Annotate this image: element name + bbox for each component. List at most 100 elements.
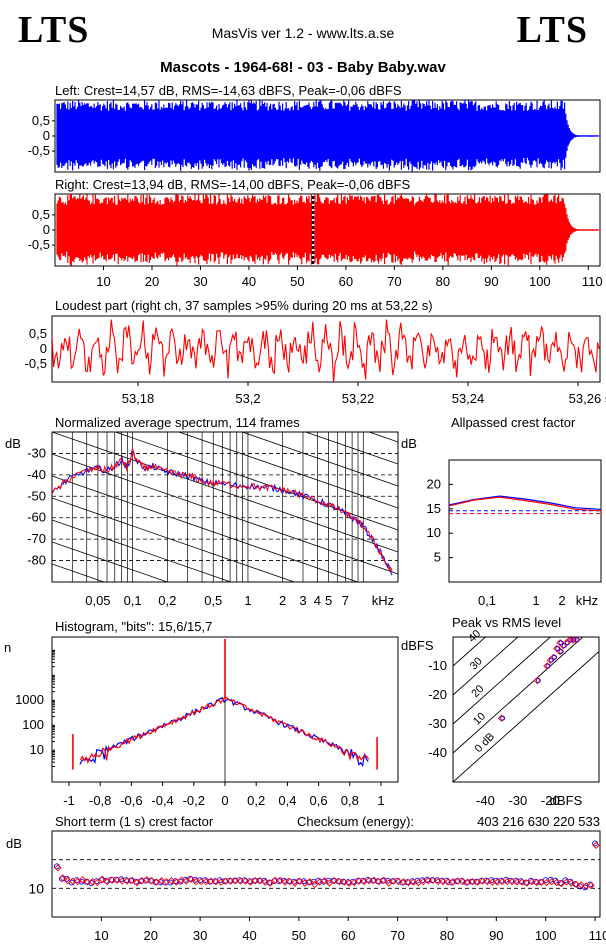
loudest-xtick: 53,18 xyxy=(122,391,155,406)
shortterm-right-point xyxy=(385,879,393,887)
shortterm-right-point xyxy=(567,879,576,887)
peakrms-crest-line xyxy=(453,637,487,667)
shortterm-right-point xyxy=(108,876,116,884)
histogram-ytick: 1000 xyxy=(15,692,44,707)
shortterm-right-point xyxy=(128,876,136,884)
shortterm-right-point xyxy=(340,878,348,886)
peakrms-title: Peak vs RMS level xyxy=(452,615,561,630)
wave-xtick: 100 xyxy=(529,274,551,289)
histogram-xtick: -0,4 xyxy=(151,793,173,808)
histogram-ytick: 100 xyxy=(22,717,44,732)
shortterm-right-point xyxy=(256,877,264,885)
spectrum-xtick: 2 xyxy=(279,593,286,608)
shortterm-right-point xyxy=(118,877,126,885)
shortterm-right-point xyxy=(508,878,516,886)
histogram-xtick: -0,6 xyxy=(120,793,142,808)
shortterm-right-point xyxy=(64,877,72,885)
left_wave-ytick: -0,5 xyxy=(28,143,50,158)
peakrms-crest-label: 40 xyxy=(466,628,483,645)
shortterm-right-point xyxy=(113,876,121,884)
peakrms-point xyxy=(572,637,580,644)
wave-xtick: 80 xyxy=(436,274,450,289)
shortterm-right-point xyxy=(54,864,62,872)
shortterm-right-point xyxy=(518,878,526,886)
peakrms-ytick: -30 xyxy=(428,716,447,731)
allpass-ytick: 15 xyxy=(427,501,441,516)
shortterm-frame xyxy=(51,830,601,918)
spectrum-xtick: kHz xyxy=(372,593,394,608)
shortterm-right-point xyxy=(552,878,561,887)
spectrum-xtick: 0,2 xyxy=(158,593,176,608)
spectrum-right-curve xyxy=(52,448,393,572)
loudest-ytick: 0 xyxy=(40,341,47,356)
shortterm-right-point xyxy=(207,877,215,885)
shortterm-right-point xyxy=(498,878,506,886)
right_wave-ytick: 0,5 xyxy=(32,207,50,222)
shortterm-right-point xyxy=(266,879,274,887)
histogram-left-curve xyxy=(79,696,369,768)
logo-right: LTS xyxy=(516,9,588,51)
shortterm-right-point xyxy=(177,876,185,884)
peakrms-point xyxy=(533,676,542,685)
spectrum-ytick: -80 xyxy=(27,553,46,568)
shortterm-right-point xyxy=(572,880,580,889)
spectrum-slope-line xyxy=(52,432,398,553)
shortterm-right-point xyxy=(355,877,363,885)
shortterm-right-point xyxy=(78,876,87,884)
shortterm-right-point xyxy=(172,878,181,886)
allpass-ytick: 5 xyxy=(434,550,441,565)
histogram-xtick: 0,8 xyxy=(341,793,359,808)
peakrms-xtick: -40 xyxy=(476,793,495,808)
histogram-xtick: 0,6 xyxy=(310,793,328,808)
histogram-xtick: 0 xyxy=(221,793,228,808)
shortterm-xtick: 80 xyxy=(440,928,454,943)
peakrms-point-left xyxy=(571,637,577,643)
spectrum-slope-line xyxy=(241,432,398,487)
spectrum-slope-line xyxy=(52,453,398,575)
spectrum-xtick: 3 xyxy=(299,593,306,608)
peakrms-ytick: -10 xyxy=(428,658,447,673)
shortterm-right-point xyxy=(399,878,408,886)
right_wave-ytick: 0 xyxy=(43,222,50,237)
shortterm-right-point xyxy=(93,878,102,887)
peakrms-point-left xyxy=(555,646,561,651)
wave-xtick: 30 xyxy=(193,274,207,289)
peakrms-point xyxy=(543,662,551,670)
shortterm-right-point xyxy=(370,876,378,884)
allpass-xtick: 1 xyxy=(532,593,539,608)
shortterm-xtick: 90 xyxy=(489,928,503,943)
right_wave-ytick: -0,5 xyxy=(28,237,50,252)
left_wave-signal xyxy=(56,100,599,172)
peakrms-point xyxy=(553,644,561,653)
shortterm-xtick: 40 xyxy=(242,928,256,943)
peakrms-crest-label: 0 dB xyxy=(473,731,497,755)
peakrms-point-left xyxy=(574,637,580,643)
allpass-title: Allpassed crest factor xyxy=(451,415,576,430)
peakrms-point-left xyxy=(548,657,554,663)
shortterm-right-point xyxy=(513,878,521,886)
histogram-xtick: -0,2 xyxy=(183,793,205,808)
shortterm-right-point xyxy=(478,877,487,885)
shortterm-xtick: 110 s xyxy=(589,928,606,943)
shortterm-right-point xyxy=(439,878,447,886)
shortterm-right-point xyxy=(528,878,536,886)
shortterm-right-point xyxy=(380,876,388,884)
file-title: Mascots - 1964-68! - 03 - Baby Baby.wav xyxy=(160,59,446,76)
shortterm-right-point xyxy=(547,878,556,886)
allpass-xtick: kHz xyxy=(576,593,598,608)
left_wave-title: Left: Crest=14,57 dB, RMS=-14,63 dBFS, P… xyxy=(55,83,402,98)
peakrms-crest-line xyxy=(453,637,552,725)
left_wave-ytick: 0,5 xyxy=(32,113,50,128)
peakrms-frame xyxy=(452,636,600,783)
shortterm-right-point xyxy=(167,877,176,885)
shortterm-xtick: 70 xyxy=(390,928,404,943)
shortterm-xtick: 50 xyxy=(292,928,306,943)
shortterm-right-point xyxy=(88,878,97,886)
peakrms-point xyxy=(569,637,577,644)
allpass-left-line xyxy=(448,495,602,510)
shortterm-right-point xyxy=(394,878,403,886)
shortterm-xtick: 30 xyxy=(193,928,207,943)
shortterm-right-point xyxy=(192,878,200,886)
spectrum-xtick: 7 xyxy=(342,593,349,608)
wave-xtick: 10 xyxy=(96,274,110,289)
